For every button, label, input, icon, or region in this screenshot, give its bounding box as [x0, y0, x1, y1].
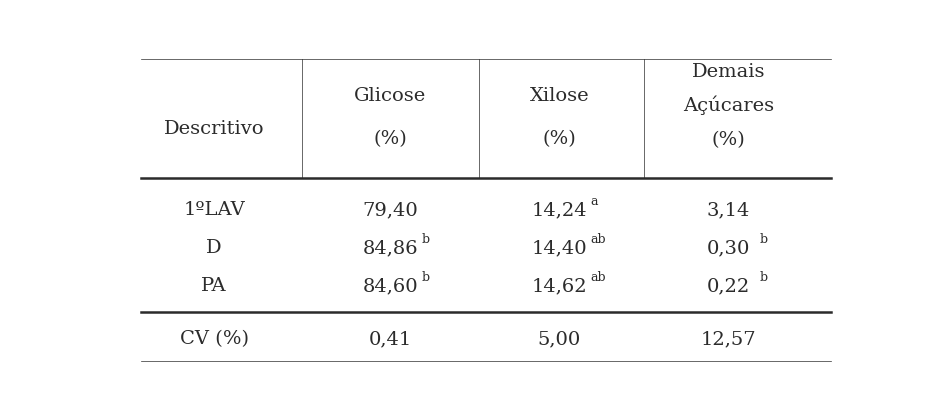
Text: (%): (%) [374, 130, 408, 147]
Text: Demais: Demais [691, 63, 765, 81]
Text: Glicose: Glicose [355, 87, 427, 104]
Text: 84,86: 84,86 [362, 239, 418, 257]
Text: a: a [591, 195, 597, 208]
Text: (%): (%) [711, 131, 745, 149]
Text: Açúcares: Açúcares [683, 95, 774, 115]
Text: 5,00: 5,00 [538, 330, 581, 348]
Text: CV (%): CV (%) [179, 330, 248, 348]
Text: ab: ab [591, 271, 606, 284]
Text: b: b [421, 233, 429, 246]
Text: b: b [421, 271, 429, 284]
Text: 14,62: 14,62 [532, 278, 587, 295]
Text: (%): (%) [542, 130, 576, 147]
Text: D: D [207, 239, 222, 257]
Text: 0,30: 0,30 [706, 239, 750, 257]
Text: PA: PA [201, 278, 227, 295]
Text: b: b [759, 271, 767, 284]
Text: 1ºLAV: 1ºLAV [183, 201, 245, 219]
Text: ab: ab [591, 233, 606, 246]
Text: 79,40: 79,40 [362, 201, 418, 219]
Text: 14,40: 14,40 [532, 239, 587, 257]
Text: 14,24: 14,24 [532, 201, 587, 219]
Text: b: b [759, 233, 767, 246]
Text: 84,60: 84,60 [362, 278, 418, 295]
Text: 0,22: 0,22 [706, 278, 750, 295]
Text: Xilose: Xilose [530, 87, 589, 104]
Text: 3,14: 3,14 [706, 201, 750, 219]
Text: Descritivo: Descritivo [164, 120, 264, 138]
Text: 12,57: 12,57 [701, 330, 757, 348]
Text: 0,41: 0,41 [369, 330, 412, 348]
